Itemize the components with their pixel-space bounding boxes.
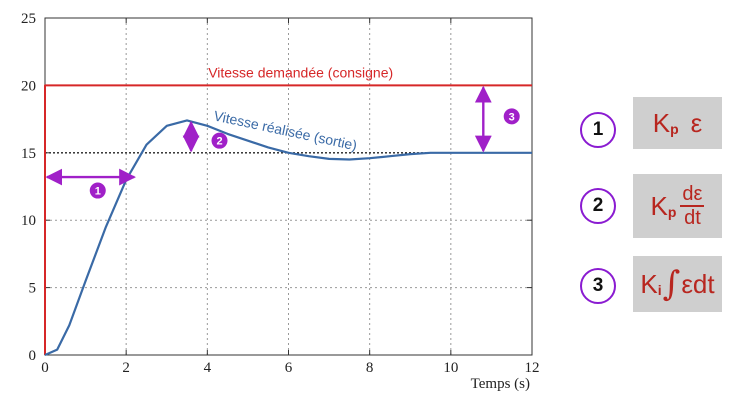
annotation-sortie: Vitesse réalisée (sortie) bbox=[212, 107, 358, 153]
x-axis-label: Temps (s) bbox=[471, 376, 530, 392]
legend-number-1: 1 bbox=[580, 112, 616, 148]
formula-k: K bbox=[640, 268, 658, 299]
formula-k: K bbox=[650, 190, 668, 221]
formula-k: K bbox=[652, 107, 671, 138]
formula-integral-sign: ∫ bbox=[662, 264, 681, 304]
x-tick-label: 4 bbox=[204, 360, 212, 376]
y-tick-label: 20 bbox=[21, 78, 36, 94]
annotation-consigne: Vitesse demandée (consigne) bbox=[208, 64, 393, 80]
marker-badge-label: 3 bbox=[509, 111, 515, 123]
legend-number-2: 2 bbox=[580, 188, 616, 224]
series-sortie-line bbox=[44, 119, 532, 357]
series-consigne-line bbox=[44, 84, 532, 355]
formula-subscript: i bbox=[657, 282, 662, 298]
y-tick-label: 10 bbox=[21, 213, 36, 229]
y-tick-label: 15 bbox=[21, 146, 36, 162]
marker-badge-3 bbox=[503, 108, 520, 125]
formula-fraction: dε dt bbox=[680, 183, 705, 229]
formula-subscript: p bbox=[670, 121, 679, 137]
x-tick-label: 10 bbox=[443, 360, 458, 376]
x-tick-label: 6 bbox=[285, 360, 293, 376]
marker-badge-2 bbox=[211, 132, 228, 149]
x-tick-label: 8 bbox=[366, 360, 374, 376]
y-tick-label: 25 bbox=[21, 11, 36, 27]
x-tick-label: 12 bbox=[525, 360, 540, 376]
y-tick-label: 0 bbox=[29, 348, 37, 364]
x-tick-label: 2 bbox=[122, 360, 130, 376]
marker-badge-label: 1 bbox=[95, 186, 101, 198]
x-tick-label: 0 bbox=[41, 360, 49, 376]
formula-numerator: dε bbox=[680, 183, 705, 207]
formula-epsilon: ε bbox=[690, 107, 703, 138]
legend-number-3: 3 bbox=[580, 268, 616, 304]
formula-denominator: dt bbox=[684, 207, 701, 229]
formula-subscript: p bbox=[667, 204, 677, 220]
marker-badge-1 bbox=[89, 182, 106, 199]
marker-badge-label: 2 bbox=[216, 136, 222, 148]
formula-integrand: εdt bbox=[681, 268, 715, 299]
y-tick-label: 5 bbox=[29, 281, 37, 297]
